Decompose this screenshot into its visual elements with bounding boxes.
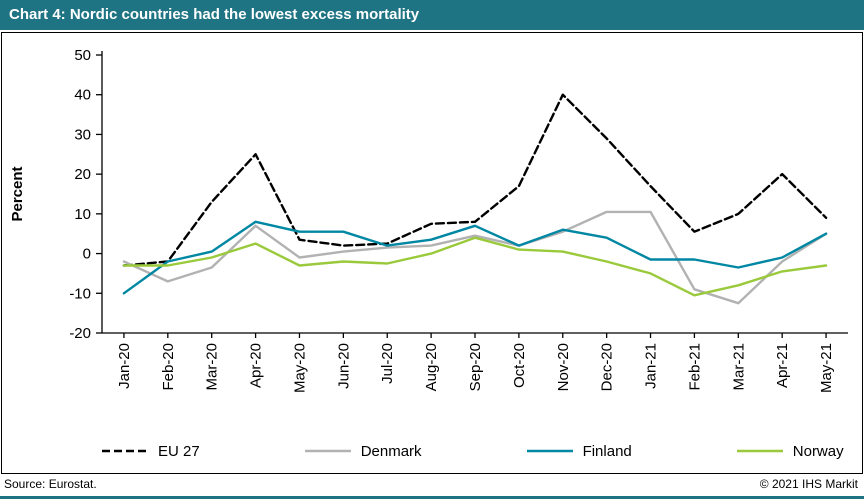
legend-line-sample [736, 449, 783, 453]
x-tick-label: Mar-20 [204, 343, 221, 391]
x-tick-label: Oct-20 [511, 343, 528, 388]
y-tick-label: 0 [83, 246, 91, 263]
legend-label: EU 27 [158, 442, 200, 460]
series-line-denmark [122, 210, 828, 305]
x-tick-label: Sep-20 [467, 343, 484, 391]
x-tick-label: Jan-20 [116, 343, 133, 389]
legend-item-finland: Finland [526, 442, 632, 460]
excess-mortality-chart: -20 -10 0 10 20 30 40 50 Jan-20 Feb-20 Mar-20 Apr-2… [9, 47, 848, 393]
legend: EU 27 Denmark Finland Norway [2, 429, 862, 473]
footer: Source: Eurostat. © 2021 IHS Markit [0, 474, 864, 501]
accent-bar [0, 496, 864, 499]
copyright-text: © 2021 IHS Markit [759, 477, 858, 491]
y-tick-label: 50 [74, 47, 91, 64]
legend-line-sample [102, 449, 148, 453]
x-tick-label: Jan-21 [643, 343, 660, 389]
x-tick-label: May-21 [818, 343, 835, 393]
legend-item-norway: Norway [736, 442, 844, 460]
source-text: Source: Eurostat. [4, 477, 97, 491]
legend-item-eu-27: EU 27 [102, 443, 200, 460]
x-tick-label: Aug-20 [423, 343, 440, 391]
x-tick-label: Jun-20 [335, 343, 352, 389]
series-line-eu-27 [122, 93, 828, 267]
x-tick-label: Jul-20 [379, 343, 396, 384]
legend-label: Norway [792, 442, 844, 460]
x-tick-label: Feb-20 [160, 343, 177, 391]
x-tick-label: Apr-20 [248, 343, 265, 388]
legend-line-sample [526, 449, 573, 453]
chart-box: -20 -10 0 10 20 30 40 50 Jan-20 Feb-20 Mar-20 Apr-2… [1, 32, 863, 474]
chart-title-bar: Chart 4: Nordic countries had the lowest… [0, 0, 864, 30]
y-tick-label: -10 [69, 285, 91, 302]
legend-line-sample [304, 449, 351, 453]
y-tick-label: 10 [74, 206, 91, 223]
x-tick-label: May-20 [291, 343, 308, 393]
x-tick-label: Apr-21 [774, 343, 791, 388]
x-tick-label: Mar-21 [730, 343, 747, 391]
y-tick-label: -20 [69, 325, 91, 342]
legend-label: Finland [582, 442, 632, 460]
legend-item-denmark: Denmark [304, 442, 422, 460]
x-tick-label: Dec-20 [599, 343, 616, 391]
y-axis-title: Percent [9, 166, 26, 221]
series-line-finland [122, 220, 828, 295]
x-tick-label: Nov-20 [555, 343, 572, 391]
x-tick-label: Feb-21 [686, 343, 703, 391]
series-line-norway [122, 236, 828, 297]
y-tick-label: 40 [74, 87, 91, 104]
y-tick-label: 20 [74, 166, 91, 183]
y-tick-label: 30 [74, 126, 91, 143]
legend-label: Denmark [360, 442, 422, 460]
